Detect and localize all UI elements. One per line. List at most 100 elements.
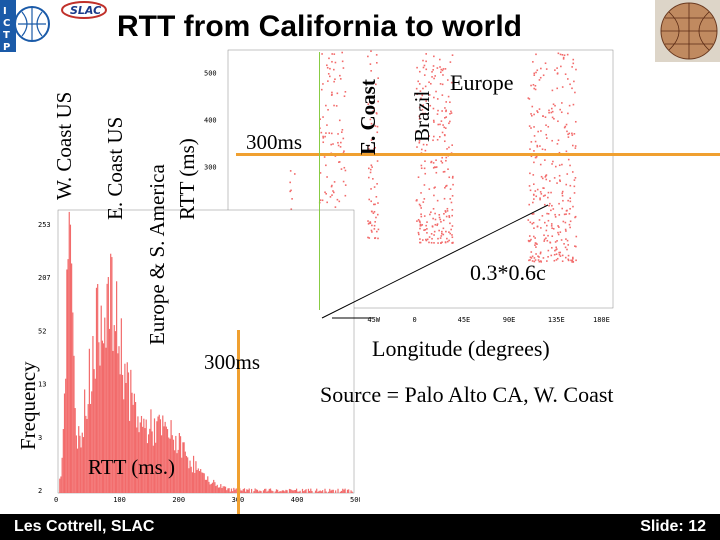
- scatter-point: [559, 179, 561, 181]
- histogram-bar: [110, 253, 112, 493]
- scatter-point: [319, 118, 321, 121]
- scatter-point: [548, 111, 550, 114]
- histogram-bar: [298, 491, 300, 493]
- scatter-point: [421, 224, 424, 226]
- scatter-point: [574, 245, 576, 247]
- scatter-point: [442, 74, 444, 76]
- scatter-point: [556, 182, 558, 184]
- scatter-point: [289, 181, 291, 184]
- histogram-bar: [259, 490, 261, 493]
- scatter-point: [371, 102, 373, 105]
- histogram-bar: [108, 328, 111, 493]
- histogram-bar: [272, 491, 274, 493]
- scatter-point: [341, 51, 344, 54]
- rtt-300ms-line: [236, 153, 720, 156]
- scatter-point: [331, 60, 333, 63]
- scatter-point: [420, 97, 422, 100]
- scatter-point: [530, 84, 532, 87]
- histogram-bar: [255, 489, 257, 493]
- scatter-point: [567, 78, 569, 80]
- histogram-bar: [116, 281, 118, 493]
- scatter-point: [533, 113, 535, 116]
- scatter-point: [439, 123, 441, 126]
- scatter-point: [535, 156, 537, 159]
- scatter-point: [369, 222, 372, 225]
- scatter-point: [426, 232, 428, 234]
- scatter-point: [419, 90, 422, 92]
- scatter-point: [343, 150, 345, 153]
- histogram-bar: [209, 484, 211, 493]
- scatter-point: [561, 54, 564, 56]
- histogram-bar: [79, 435, 81, 493]
- scatter-point: [528, 259, 530, 262]
- scatter-point: [451, 54, 454, 56]
- scatter-point: [543, 240, 546, 242]
- histogram-bar: [82, 437, 85, 493]
- scatter-point: [446, 148, 448, 150]
- scatter-point: [530, 238, 532, 241]
- scatter-point: [549, 241, 551, 244]
- histogram-bar: [78, 426, 80, 493]
- scatter-point: [339, 78, 342, 80]
- source-longitude-line: [319, 52, 320, 310]
- scatter-point: [369, 63, 372, 65]
- scatter-point: [567, 158, 570, 161]
- scatter-point: [528, 125, 531, 127]
- histogram-bar: [112, 350, 114, 493]
- scatter-point: [452, 175, 454, 178]
- scatter-point: [370, 122, 373, 125]
- histogram-bar: [207, 476, 209, 493]
- scatter-point: [376, 61, 378, 64]
- scatter-point: [420, 213, 422, 216]
- scatter-point: [567, 112, 569, 115]
- scatter-point: [532, 213, 535, 215]
- histogram-bar: [346, 489, 349, 493]
- scatter-point: [326, 176, 328, 178]
- histogram-bar: [100, 305, 102, 493]
- histogram-bar: [181, 457, 183, 493]
- scatter-point: [540, 260, 542, 262]
- histogram-bar: [131, 392, 133, 493]
- scatter-point: [417, 218, 420, 221]
- scatter-point: [528, 203, 531, 206]
- scatter-point: [418, 203, 421, 206]
- histogram-bar: [159, 419, 162, 493]
- scatter-point: [422, 112, 424, 115]
- scatter-point: [433, 194, 435, 197]
- scatter-point: [529, 172, 531, 175]
- scatter-point: [370, 50, 372, 52]
- scatter-point: [430, 241, 433, 244]
- scatter-point: [320, 88, 323, 91]
- histogram-bar: [156, 421, 158, 493]
- scatter-point: [534, 88, 537, 91]
- scatter-point: [533, 135, 536, 137]
- scatter-point: [430, 160, 433, 163]
- scatter-point: [446, 207, 449, 210]
- scatter-point: [441, 83, 444, 86]
- scatter-point: [341, 60, 344, 63]
- scatter-point: [368, 237, 371, 239]
- histogram-bar: [73, 355, 75, 493]
- histogram-bar: [59, 478, 61, 493]
- histogram-bar: [99, 365, 101, 493]
- histogram-bar: [171, 435, 173, 493]
- scatter-point: [445, 185, 447, 188]
- scatter-point: [437, 109, 439, 112]
- histogram-bar: [147, 434, 150, 493]
- histogram-bar: [76, 448, 79, 493]
- scatter-point: [368, 148, 370, 150]
- scatter-point: [445, 109, 447, 112]
- histogram-bar: [274, 491, 276, 493]
- scatter-point: [561, 192, 564, 195]
- scatter-point: [436, 223, 439, 225]
- scatter-point: [435, 166, 438, 168]
- scatter-point: [376, 125, 379, 128]
- scatter-point: [440, 68, 443, 71]
- scatter-point: [423, 229, 425, 231]
- histogram-bar: [317, 491, 319, 493]
- svg-text:T: T: [3, 30, 10, 41]
- histogram-bar: [67, 259, 69, 493]
- scatter-point: [420, 224, 422, 227]
- scatter-point: [433, 121, 435, 123]
- scatter-point: [559, 108, 561, 111]
